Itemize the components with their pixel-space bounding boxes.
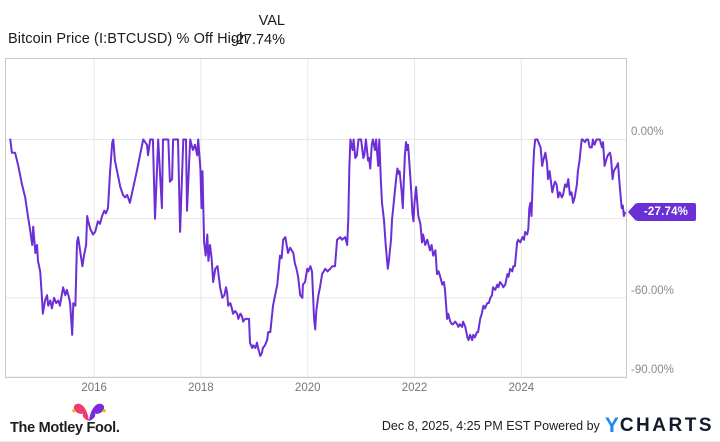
x-axis-tick-label: 2018 — [188, 382, 214, 394]
ycharts-y-glyph: Y — [604, 414, 620, 437]
x-axis-tick-label: 2020 — [294, 382, 321, 394]
footer-timestamp: Dec 8, 2025, 4:25 PM EST Powered by — [382, 419, 600, 433]
motley-fool-wordmark: The Motley Fool. — [10, 420, 120, 436]
x-axis-tick-label: 2016 — [81, 382, 107, 394]
last-value-badge: -27.74% — [636, 202, 696, 221]
plot-area[interactable] — [5, 58, 627, 378]
x-axis: 2016 2018 2020 2022 2024 — [5, 382, 627, 396]
x-axis-tick-label: 2024 — [508, 382, 535, 394]
ycharts-wordmark: CHARTS — [619, 415, 714, 436]
val-column-header: VAL — [258, 13, 285, 29]
y-axis-tick-label: 0.00% — [631, 126, 664, 139]
ycharts-logo[interactable]: Y CHARTS — [605, 415, 714, 437]
motley-fool-logo[interactable]: The Motley Fool. — [10, 401, 140, 438]
price-line-chart — [6, 59, 626, 377]
jester-hat-icon — [72, 403, 106, 421]
series-title: Bitcoin Price (I:BTCUSD) % Off High — [8, 31, 248, 47]
y-axis-tick-label: -60.00% — [631, 284, 674, 297]
series-line — [9, 138, 626, 357]
footer-attribution: Dec 8, 2025, 4:25 PM EST Powered by Y CH… — [382, 413, 714, 439]
val-current-value: -27.74% — [230, 32, 285, 48]
val-column: VAL -27.74% — [199, 12, 285, 50]
x-axis-tick-label: 2022 — [401, 382, 428, 394]
timestamp-text: Dec 8, 2025, 4:25 PM EST — [381, 419, 531, 433]
y-axis-tick-label: -90.00% — [631, 364, 674, 376]
powered-by-text: Powered by — [533, 419, 600, 433]
